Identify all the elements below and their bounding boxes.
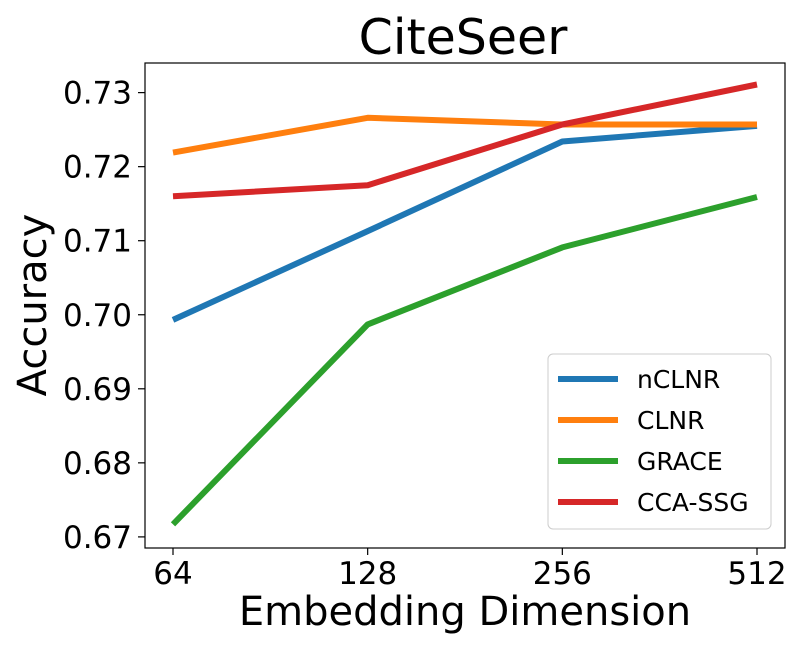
legend-label-clnr: CLNR — [637, 406, 704, 435]
plot-frame — [144, 62, 786, 549]
y-tick-label: 0.68 — [63, 446, 132, 482]
y-tick-label: 0.69 — [63, 372, 132, 408]
y-tick-label: 0.73 — [63, 76, 132, 112]
x-tick-label: 256 — [533, 556, 592, 592]
y-tick-label: 0.71 — [63, 224, 132, 260]
legend-label-cca-ssg: CCA-SSG — [637, 488, 749, 517]
series-line-cca-ssg — [172, 81, 758, 200]
legend-box — [547, 353, 772, 530]
y-tick-label: 0.70 — [63, 298, 132, 334]
y-tick-label: 0.67 — [63, 520, 132, 556]
series-line-grace — [170, 194, 758, 527]
x-tick-label: 128 — [338, 556, 397, 592]
x-tick-label: 64 — [153, 556, 192, 592]
x-axis-label: Embedding Dimension — [239, 589, 691, 635]
x-tick-label: 512 — [727, 556, 786, 592]
y-axis-label: Accuracy — [10, 214, 56, 397]
legend-label-nclnr: nCLNR — [637, 365, 720, 394]
chart-title: CiteSeer — [359, 9, 569, 66]
y-tick-label: 0.72 — [63, 150, 132, 186]
series-line-clnr — [172, 114, 757, 156]
series-line-nclnr — [171, 122, 758, 323]
legend-label-grace: GRACE — [637, 447, 723, 476]
